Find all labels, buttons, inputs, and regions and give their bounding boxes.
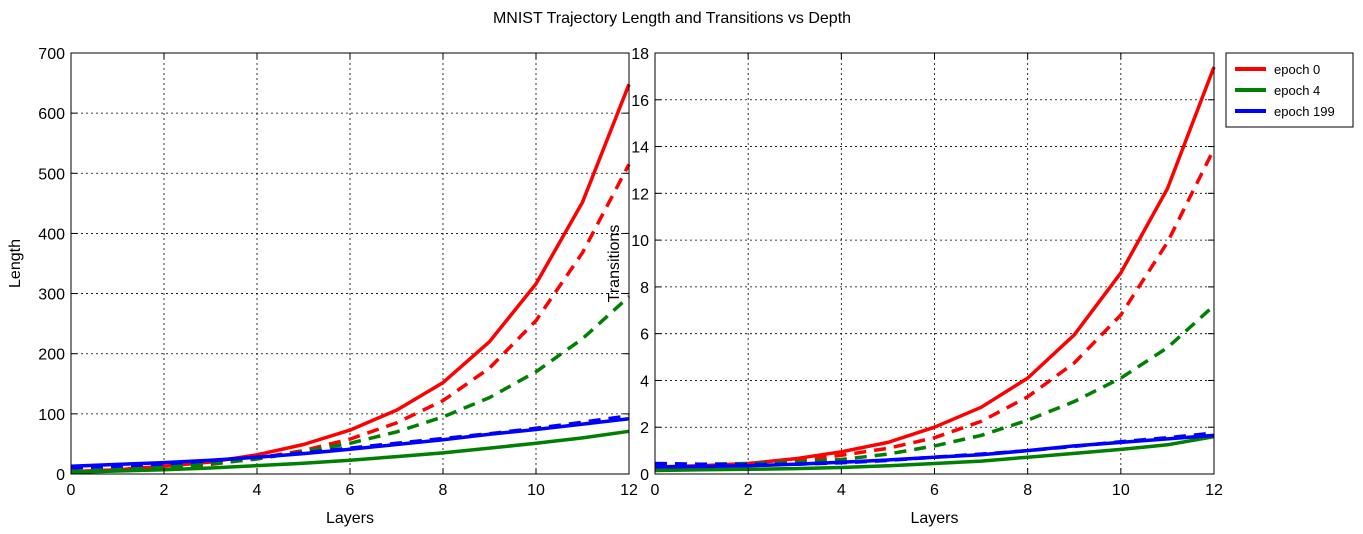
y-tick-label: 2 xyxy=(640,420,649,437)
series-line-epoch-0-solid xyxy=(70,83,631,474)
transitions-chart: 0 2 4 6 8 10 12024681012141618LayersTransition… xyxy=(606,46,1223,527)
x-tick-label: 0 xyxy=(651,482,660,499)
series-line-epoch-199-dashed xyxy=(654,431,1215,467)
legend-label: epoch 199 xyxy=(1274,104,1335,119)
x-tick-label: 6 xyxy=(930,482,939,499)
x-axis-label: Layers xyxy=(326,510,374,527)
y-tick-label: 6 xyxy=(640,327,649,344)
y-tick-label: 100 xyxy=(38,407,65,424)
series-line-epoch-0-dashed xyxy=(70,163,631,474)
y-tick-label: 0 xyxy=(640,467,649,484)
x-tick-label: 8 xyxy=(1023,482,1032,499)
x-tick-label: 2 xyxy=(744,482,753,499)
y-tick-label: 4 xyxy=(640,373,649,390)
x-tick-label: 10 xyxy=(1112,482,1130,499)
y-axis-label: Transitions xyxy=(606,225,623,303)
y-tick-label: 400 xyxy=(38,226,65,243)
x-tick-label: 8 xyxy=(439,482,448,499)
y-tick-label: 14 xyxy=(631,140,649,157)
x-axis-label: Layers xyxy=(910,510,958,527)
series-line-epoch-4-dashed xyxy=(654,304,1216,467)
y-tick-label: 700 xyxy=(38,46,65,63)
x-tick-label: 0 xyxy=(67,482,76,499)
y-tick-label: 16 xyxy=(631,93,649,110)
x-tick-label: 6 xyxy=(346,482,355,499)
y-axis-label: Length xyxy=(7,239,24,288)
y-tick-label: 300 xyxy=(38,287,65,304)
legend: epoch 0 epoch 4 epoch 199 xyxy=(1225,52,1354,128)
y-tick-label: 8 xyxy=(640,280,649,297)
x-tick-label: 4 xyxy=(837,482,846,499)
series-line-epoch-199-dashed xyxy=(70,413,630,470)
x-tick-label: 12 xyxy=(620,482,638,499)
y-tick-label: 10 xyxy=(631,233,649,250)
y-tick-label: 18 xyxy=(631,46,649,63)
length-chart: 0 2 4 6 8 10 12 0 100 200 300 400 500 600 700 Layers Len… xyxy=(7,46,638,527)
series-line-epoch-0-dashed xyxy=(654,148,1216,469)
figure-title: MNIST Trajectory Length and Transitions … xyxy=(493,10,851,27)
x-tick-label: 2 xyxy=(160,482,169,499)
x-tick-label: 12 xyxy=(1205,482,1223,499)
y-tick-label: 600 xyxy=(38,106,65,123)
y-tick-label: 500 xyxy=(38,166,65,183)
x-tick-label: 4 xyxy=(253,482,262,499)
y-tick-label: 0 xyxy=(56,467,65,484)
series-line-epoch-4-dashed xyxy=(70,295,631,474)
series-line-epoch-0-solid xyxy=(654,66,1216,469)
y-tick-label: 12 xyxy=(631,186,649,203)
x-tick-label: 10 xyxy=(527,482,545,499)
legend-label: epoch 0 xyxy=(1274,62,1320,77)
y-tick-label: 200 xyxy=(38,347,65,364)
legend-label: epoch 4 xyxy=(1274,83,1320,98)
